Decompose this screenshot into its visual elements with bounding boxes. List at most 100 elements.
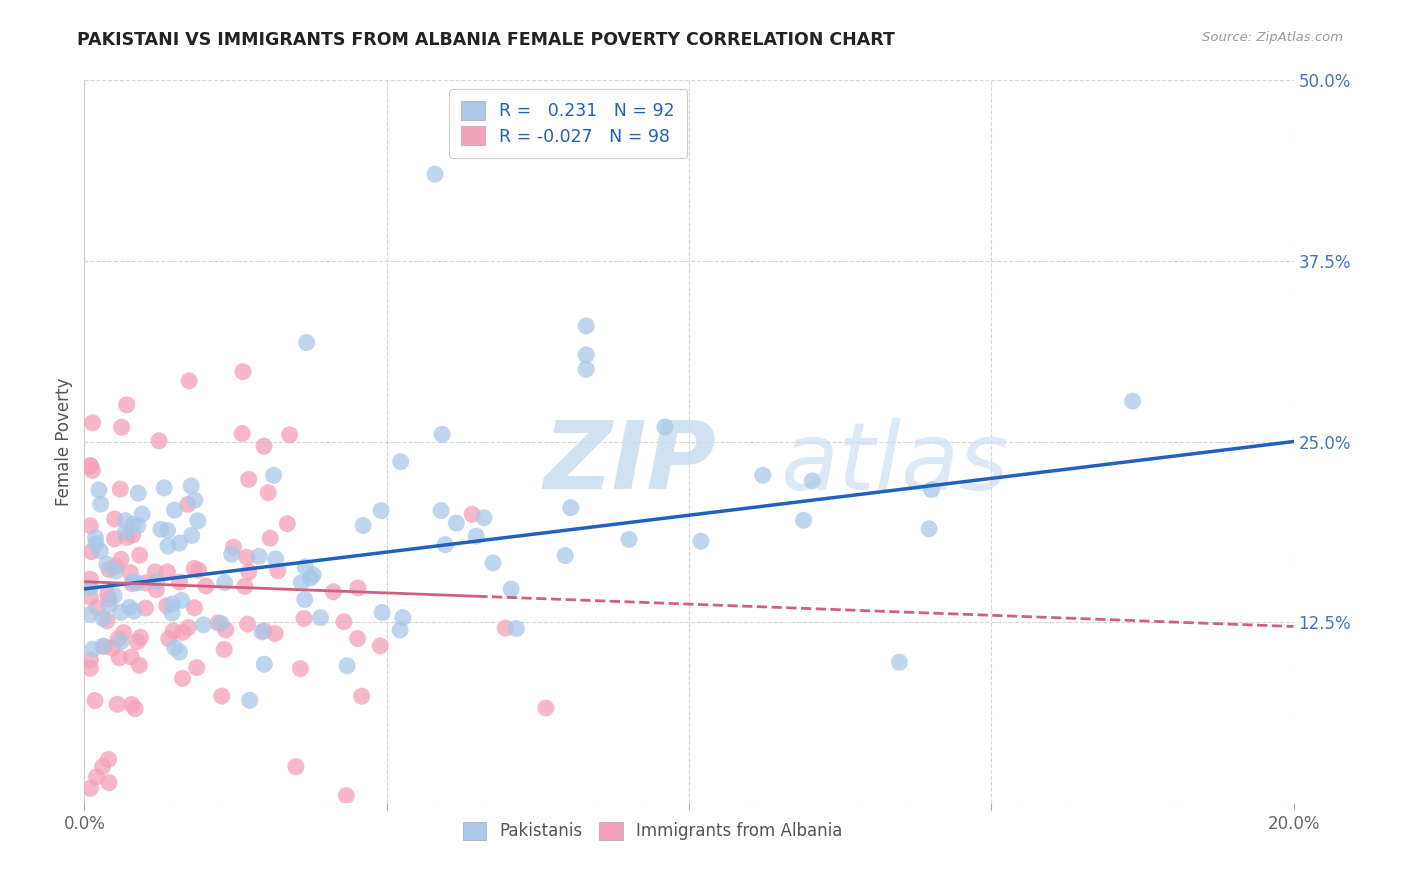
Point [79, 572, 101, 586]
Point [278, 427, 301, 442]
Point [103, 532, 125, 546]
Point [97, 752, 120, 766]
Point [294, 592, 316, 607]
Point [111, 420, 134, 434]
Point [127, 518, 149, 533]
Point [183, 493, 205, 508]
Point [79, 607, 101, 621]
Point [295, 335, 318, 350]
Point [79, 590, 101, 604]
Point [264, 626, 287, 640]
Point [179, 374, 201, 388]
Point [290, 575, 312, 590]
Point [122, 517, 145, 532]
Point [434, 538, 457, 552]
Point [127, 634, 149, 648]
Point [160, 606, 183, 620]
Point [294, 560, 316, 574]
Text: atlas: atlas [780, 417, 1008, 508]
Point [214, 575, 236, 590]
Point [82, 416, 104, 430]
Point [309, 611, 332, 625]
Point [162, 624, 184, 638]
Point [156, 539, 179, 553]
Point [82, 642, 104, 657]
Point [238, 565, 260, 579]
Point [110, 552, 132, 566]
Point [156, 565, 179, 579]
Point [127, 576, 149, 591]
Point [115, 398, 138, 412]
Point [122, 604, 145, 618]
Point [575, 348, 598, 362]
Point [79, 653, 101, 667]
Point [98, 562, 121, 576]
Text: ZIP: ZIP [544, 417, 717, 509]
Y-axis label: Female Poverty: Female Poverty [55, 377, 73, 506]
Point [236, 550, 259, 565]
Point [276, 516, 298, 531]
Point [222, 541, 245, 555]
Point [211, 689, 233, 703]
Point [87, 483, 110, 497]
Point [128, 658, 150, 673]
Point [183, 561, 205, 575]
Point [1121, 394, 1143, 409]
Point [207, 615, 229, 630]
Point [129, 630, 152, 644]
Point [253, 439, 276, 453]
Point [97, 592, 120, 607]
Point [91, 760, 114, 774]
Point [346, 632, 368, 646]
Point [292, 611, 315, 625]
Point [239, 693, 262, 707]
Point [134, 576, 156, 591]
Point [267, 564, 290, 578]
Point [560, 500, 582, 515]
Point [172, 625, 194, 640]
Point [118, 600, 141, 615]
Point [172, 672, 194, 686]
Point [389, 623, 412, 637]
Point [90, 497, 112, 511]
Point [247, 549, 270, 564]
Point [347, 581, 370, 595]
Point [163, 640, 186, 655]
Point [156, 524, 179, 538]
Point [467, 138, 489, 153]
Point [145, 582, 167, 597]
Point [156, 599, 179, 613]
Point [84, 537, 107, 551]
Point [79, 459, 101, 474]
Point [180, 528, 202, 542]
Point [103, 589, 125, 603]
Point [169, 645, 191, 659]
Point [391, 610, 413, 624]
Point [259, 531, 281, 545]
Point [430, 503, 453, 517]
Point [121, 576, 143, 591]
Point [465, 529, 488, 543]
Point [93, 640, 115, 654]
Point [186, 660, 208, 674]
Text: PAKISTANI VS IMMIGRANTS FROM ALBANIA FEMALE POVERTY CORRELATION CHART: PAKISTANI VS IMMIGRANTS FROM ALBANIA FEM… [77, 31, 896, 49]
Point [146, 574, 169, 589]
Text: Source: ZipAtlas.com: Source: ZipAtlas.com [1202, 31, 1343, 45]
Point [120, 566, 142, 580]
Point [575, 318, 598, 333]
Point [352, 518, 374, 533]
Point [299, 571, 322, 585]
Point [97, 587, 120, 601]
Point [212, 642, 235, 657]
Point [91, 612, 114, 626]
Point [107, 632, 129, 646]
Point [110, 482, 132, 496]
Point [148, 434, 170, 448]
Point [193, 617, 215, 632]
Point [79, 519, 101, 533]
Point [82, 463, 104, 477]
Point [101, 641, 124, 656]
Point [654, 420, 676, 434]
Point [221, 547, 243, 561]
Point [534, 701, 557, 715]
